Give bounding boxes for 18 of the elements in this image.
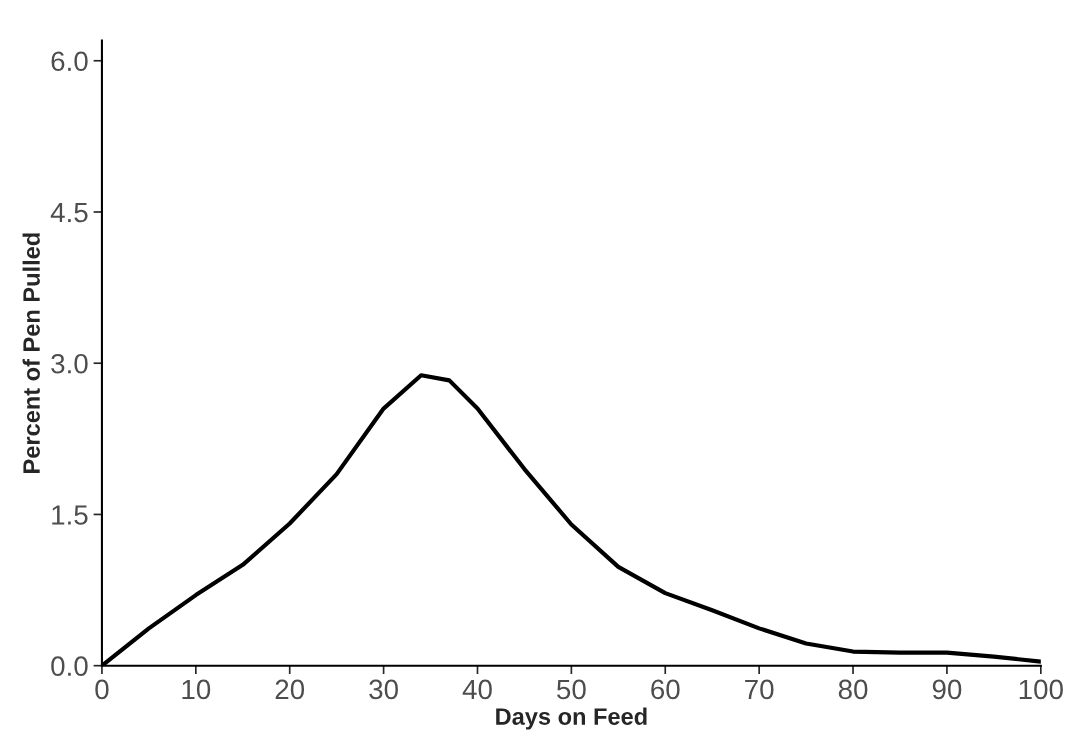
x-tick-label: 40 (462, 679, 492, 700)
x-tick-label: 30 (369, 679, 398, 700)
x-tick-label: 50 (557, 679, 586, 700)
y-tick-label: 6.0 (51, 51, 88, 72)
x-tick-label: 20 (275, 679, 305, 700)
x-tick-label: 60 (651, 679, 680, 700)
y-tick-label: 0.0 (51, 656, 88, 677)
x-tick-label: 0 (95, 679, 109, 700)
x-axis-title: Days on Feed (496, 707, 647, 730)
y-axis-title: Percent of Pen Pulled (22, 233, 40, 473)
y-tick-label: 1.5 (52, 505, 88, 525)
x-tick-label: 10 (182, 679, 211, 700)
y-tick-label: 4.5 (50, 202, 88, 223)
x-tick-label: 70 (745, 679, 774, 700)
y-tick-label: 3.0 (51, 353, 88, 374)
x-tick-label: 80 (838, 679, 868, 700)
x-tick-label: 90 (932, 679, 962, 700)
x-tick-label: 100 (1019, 679, 1063, 700)
